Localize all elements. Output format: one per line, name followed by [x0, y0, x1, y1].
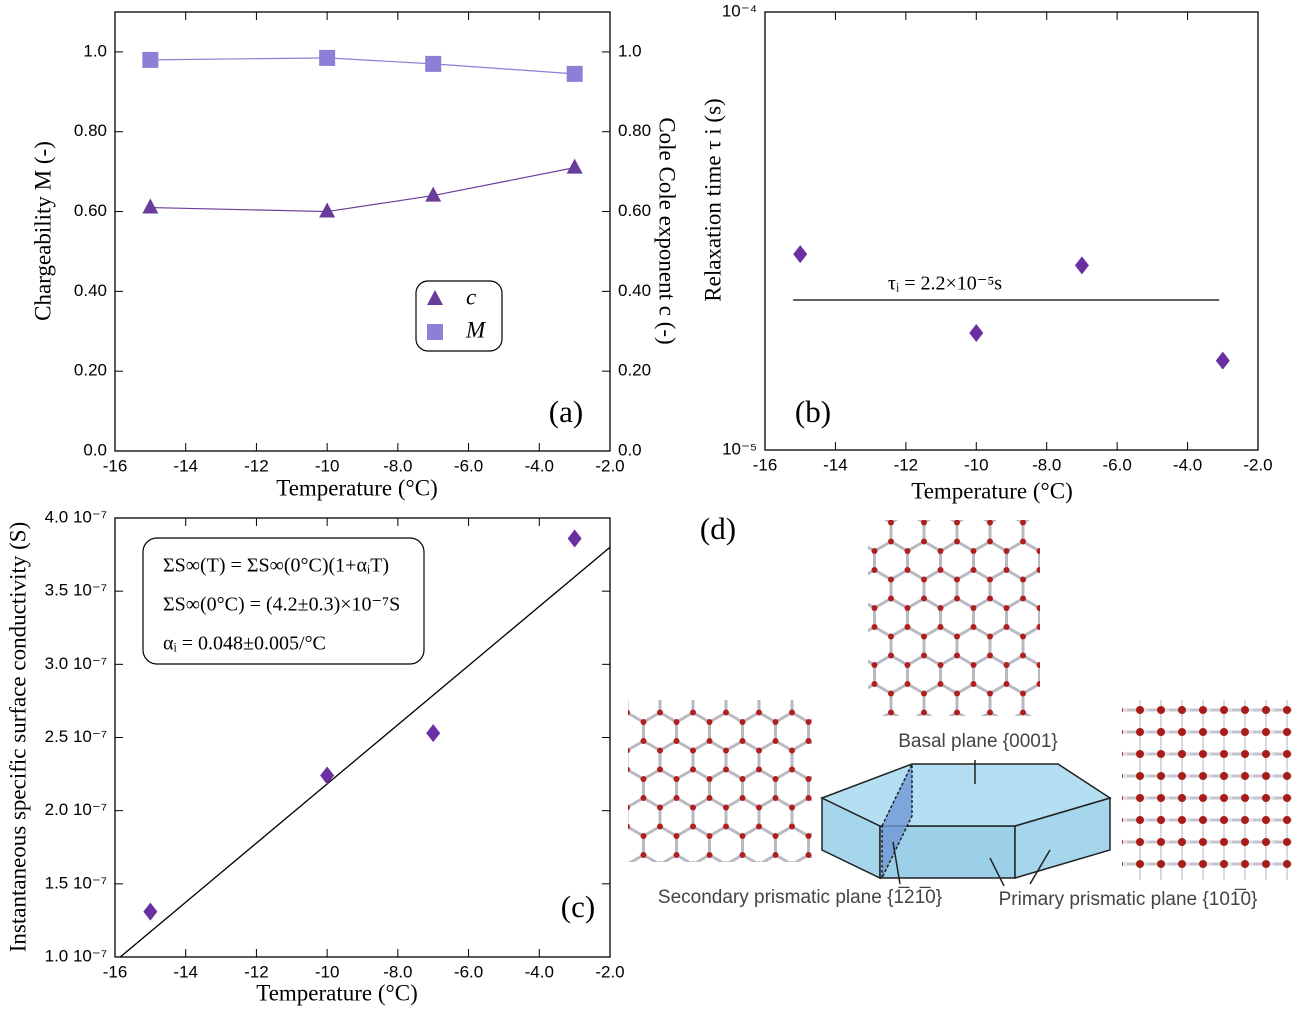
- ice-crystal-diagram: (d) Basal plane {0001} Secondary prismat…: [628, 511, 1292, 910]
- y-axis-title: Chargeability M (-): [30, 141, 55, 321]
- hexagonal-prism: [822, 760, 1110, 886]
- y-tick-label: 2.0 10⁻⁷: [45, 800, 107, 819]
- y-tick-label: 1.5 10⁻⁷: [45, 873, 107, 892]
- x-tick-label: -6.0: [454, 962, 483, 981]
- chart-panel: -16-14-12-10-8.0-6.0-4.0-2.01.0 10⁻⁷1.5 …: [5, 507, 624, 1005]
- marker: [319, 50, 335, 66]
- basal-plane-label: Basal plane {0001}: [898, 731, 1058, 752]
- x-tick-label: -12: [894, 455, 919, 474]
- x-tick-label: -4.0: [525, 962, 554, 981]
- y-axis-title: Relaxation time τ i (s): [700, 98, 725, 301]
- legend-label: M: [465, 317, 487, 342]
- panel-label: (d): [700, 511, 736, 546]
- y-tick-label: 0.20: [74, 361, 107, 380]
- marker: [1075, 256, 1089, 274]
- y2-tick-label: 0.40: [618, 281, 651, 300]
- annotation: ΣS∞(0°C) = (4.2±0.3)×10⁻⁷S: [163, 594, 400, 616]
- y2-tick-label: 1.0: [618, 41, 642, 60]
- annotation: τᵢ = 2.2×10⁻⁵s: [888, 273, 1002, 295]
- marker: [319, 203, 335, 218]
- x-tick-label: -14: [173, 456, 198, 475]
- marker: [568, 529, 582, 547]
- y-tick-label: 2.5 10⁻⁷: [45, 727, 107, 746]
- primary-plane-label: Primary prismatic plane {101̅0}: [999, 889, 1258, 910]
- plot-frame: [765, 12, 1258, 450]
- y-tick-label: 4.0 10⁻⁷: [45, 507, 107, 526]
- panel-label: (a): [549, 394, 583, 429]
- y2-tick-label: 0.20: [618, 361, 651, 380]
- primary-lattice: [1122, 700, 1292, 880]
- y-tick-label: 10⁻⁴: [722, 1, 757, 20]
- marker: [426, 724, 440, 742]
- y-tick-label: 1.0 10⁻⁷: [45, 946, 107, 965]
- x-tick-label: -14: [823, 455, 848, 474]
- x-tick-label: -2.0: [1243, 455, 1272, 474]
- x-axis-title: Temperature (°C): [256, 980, 417, 1005]
- series-line: [150, 168, 574, 212]
- y-tick-label: 3.0 10⁻⁷: [45, 654, 107, 673]
- marker: [793, 245, 807, 263]
- legend-label: c: [466, 284, 476, 309]
- x-axis-title: Temperature (°C): [276, 475, 437, 500]
- marker: [142, 52, 158, 68]
- panel-label: (b): [795, 394, 831, 429]
- x-tick-label: -12: [244, 962, 269, 981]
- y-tick-label: 3.5 10⁻⁷: [45, 581, 107, 600]
- x-tick-label: -4.0: [525, 456, 554, 475]
- series-line: [150, 58, 574, 74]
- marker: [1216, 352, 1230, 370]
- x-axis-title: Temperature (°C): [911, 478, 1072, 503]
- plot-frame: [115, 12, 610, 451]
- y2-tick-label: 0.0: [618, 440, 642, 459]
- legend-marker: [427, 324, 443, 340]
- chart-panel: -16-14-12-10-8.0-6.0-4.0-2.010⁻⁵10⁻⁴Temp…: [700, 1, 1272, 503]
- secondary-lattice: [628, 700, 812, 862]
- y2-axis-title: Cole Cole exponent c (-): [655, 117, 680, 344]
- x-tick-label: -10: [315, 962, 340, 981]
- marker: [969, 324, 983, 342]
- y-tick-label: 1.0: [83, 41, 107, 60]
- y-tick-label: 0.80: [74, 121, 107, 140]
- legend-box: [416, 281, 502, 351]
- x-tick-label: -2.0: [595, 962, 624, 981]
- x-tick-label: -10: [315, 456, 340, 475]
- y-axis-title: Instantaneous specific surface conductiv…: [5, 522, 30, 952]
- y-tick-label: 0.40: [74, 281, 107, 300]
- secondary-plane-label: Secondary prismatic plane {1̅21̅0}: [658, 887, 942, 908]
- x-tick-label: -6.0: [1102, 455, 1131, 474]
- panel-label: (c): [561, 889, 595, 924]
- x-tick-label: -10: [964, 455, 989, 474]
- marker: [143, 903, 157, 921]
- marker: [320, 767, 334, 785]
- y-tick-label: 0.60: [74, 201, 107, 220]
- marker: [567, 66, 583, 82]
- marker: [142, 199, 158, 214]
- annotation: ΣS∞(T) = ΣS∞(0°C)(1+αᵢT): [163, 555, 389, 577]
- marker: [425, 56, 441, 72]
- marker: [567, 159, 583, 174]
- y-tick-label: 10⁻⁵: [722, 439, 757, 458]
- y2-tick-label: 0.60: [618, 201, 651, 220]
- x-tick-label: -12: [244, 456, 269, 475]
- chart-panel: -16-14-12-10-8.0-6.0-4.0-2.00.00.200.400…: [30, 12, 679, 500]
- basal-lattice: [868, 520, 1040, 716]
- annotation: αᵢ = 0.048±0.005/°C: [163, 633, 326, 655]
- y2-tick-label: 0.80: [618, 121, 651, 140]
- figure: (d) Basal plane {0001} Secondary prismat…: [0, 0, 1294, 1009]
- x-tick-label: -6.0: [454, 456, 483, 475]
- x-tick-label: -8.0: [383, 456, 412, 475]
- x-tick-label: -8.0: [383, 962, 412, 981]
- x-tick-label: -8.0: [1032, 455, 1061, 474]
- x-tick-label: -4.0: [1173, 455, 1202, 474]
- x-tick-label: -14: [173, 962, 198, 981]
- y-tick-label: 0.0: [83, 440, 107, 459]
